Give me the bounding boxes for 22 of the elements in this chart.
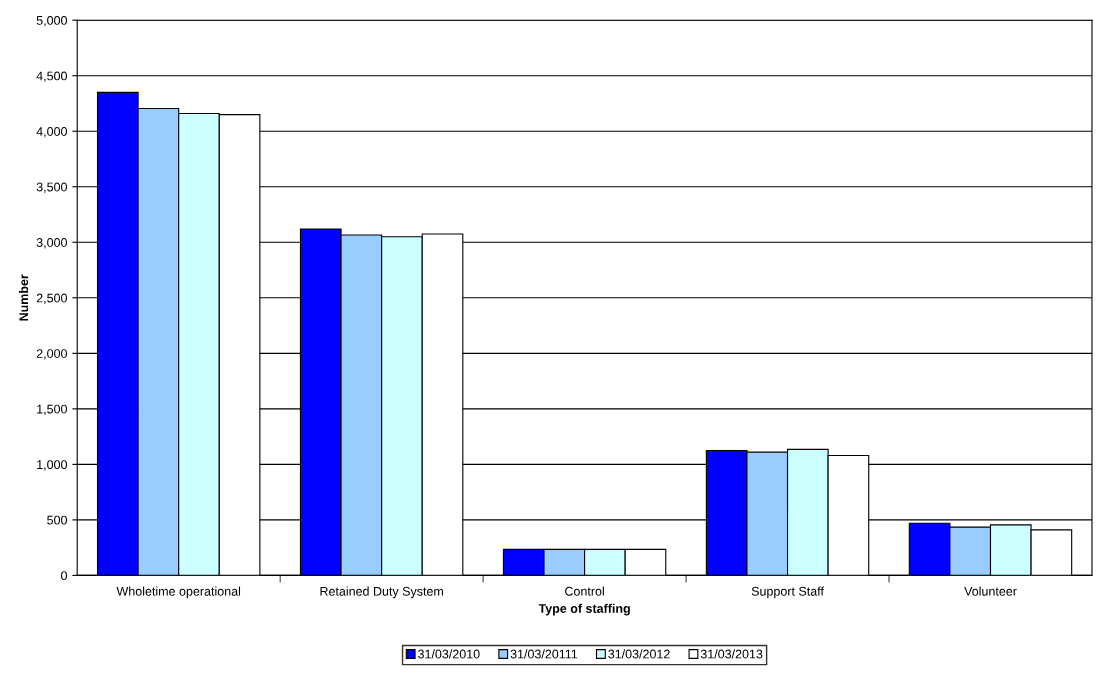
y-tick-label: 2,500 <box>36 293 67 304</box>
y-axis-title: Number <box>19 274 29 321</box>
y-tick-label: 1,000 <box>37 460 67 471</box>
x-tick-label: Volunteer <box>964 586 1017 596</box>
x-tick-label: Support Staff <box>751 586 824 599</box>
y-tick-label: 3,500 <box>36 182 67 193</box>
legend-label: 31/03/2012 <box>608 649 670 659</box>
x-tick-label: Control <box>565 586 604 596</box>
x-tick-label: Retained Duty System <box>320 586 443 599</box>
x-axis-title: Type of staffing <box>538 603 630 616</box>
x-tick-label: Wholetime operational <box>116 586 241 599</box>
legend-label: 31/03/20111 <box>510 649 578 659</box>
y-tick-label: 4,500 <box>36 71 67 82</box>
y-tick-label: 0 <box>61 571 67 581</box>
legend-label: 31/03/2010 <box>418 649 480 659</box>
y-tick-label: 4,000 <box>36 127 67 138</box>
y-tick-label: 3,000 <box>36 238 67 249</box>
y-tick-label: 2,000 <box>36 349 67 360</box>
y-tick-label: 5,000 <box>36 15 67 27</box>
y-tick-label: 1,500 <box>37 404 67 415</box>
y-tick-label: 500 <box>47 515 67 525</box>
legend-label: 31/03/2013 <box>700 649 763 659</box>
